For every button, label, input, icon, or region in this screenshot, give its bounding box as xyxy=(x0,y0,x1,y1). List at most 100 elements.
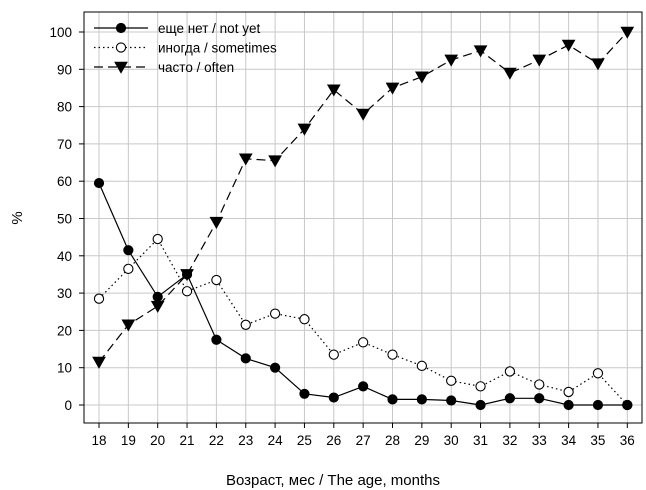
x-tick-label: 28 xyxy=(385,433,400,448)
data-point xyxy=(92,356,106,369)
data-point xyxy=(93,177,105,189)
x-tick-label: 24 xyxy=(268,433,284,448)
data-point xyxy=(504,393,515,404)
x-tick-label: 25 xyxy=(297,433,312,448)
data-point xyxy=(181,286,193,297)
data-point xyxy=(357,337,369,348)
data-point xyxy=(475,381,486,392)
x-tick-label: 36 xyxy=(620,433,635,448)
y-tick-label: 60 xyxy=(57,174,72,189)
y-tick-label: 40 xyxy=(57,249,72,264)
data-point xyxy=(181,269,193,280)
data-point xyxy=(152,291,163,302)
x-tick-label: 20 xyxy=(150,433,165,448)
data-point xyxy=(473,45,488,58)
legend-label: часто / often xyxy=(158,60,234,75)
legend-label: еще нет / not yet xyxy=(158,21,260,36)
data-point xyxy=(123,263,134,275)
data-point xyxy=(240,353,251,364)
data-point xyxy=(592,368,604,379)
data-point xyxy=(356,108,371,121)
data-point xyxy=(563,386,574,398)
data-point xyxy=(121,319,136,332)
y-tick-label: 80 xyxy=(57,100,72,115)
legend-item: иногда / sometimes xyxy=(94,41,277,56)
data-point xyxy=(299,314,310,325)
data-point xyxy=(209,216,224,229)
x-tick-label: 33 xyxy=(532,433,547,448)
data-point xyxy=(238,153,253,166)
y-tick-label: 70 xyxy=(57,137,72,152)
data-point xyxy=(269,308,281,319)
data-point xyxy=(534,393,545,404)
x-tick-label: 34 xyxy=(561,433,577,448)
grid xyxy=(84,12,642,423)
data-point xyxy=(358,381,369,392)
data-point xyxy=(446,395,457,406)
data-point xyxy=(211,274,222,286)
y-axis: 0 10 20 30 40 50 60 70 80 90 100 xyxy=(49,25,84,413)
x-axis: 18 19 20 21 22 23 24 25 26 27 28 29 30 31 32 33 34 35 36 xyxy=(91,423,635,448)
data-point xyxy=(592,399,604,411)
series xyxy=(93,233,633,411)
y-axis-label: % xyxy=(9,211,26,224)
x-tick-label: 30 xyxy=(444,433,459,448)
data-point xyxy=(152,233,163,245)
data-point xyxy=(387,349,398,360)
y-tick-label: 20 xyxy=(57,323,72,338)
data-point xyxy=(414,71,429,84)
data-point xyxy=(561,39,576,52)
y-tick-label: 50 xyxy=(57,212,72,227)
data-point xyxy=(622,399,633,411)
data-point xyxy=(503,67,517,80)
x-tick-label: 19 xyxy=(121,433,136,448)
data-point xyxy=(385,82,400,95)
data-point xyxy=(475,399,486,411)
x-tick-label: 23 xyxy=(238,433,253,448)
data-point xyxy=(563,399,574,411)
data-point xyxy=(328,392,339,403)
series xyxy=(93,177,633,411)
legend-marker xyxy=(115,22,127,34)
x-tick-label: 35 xyxy=(590,433,605,448)
y-tick-label: 10 xyxy=(57,361,72,376)
legend-marker xyxy=(114,61,128,74)
data-point xyxy=(297,123,312,136)
data-point xyxy=(416,394,427,405)
series-layer xyxy=(92,26,635,411)
data-point xyxy=(211,334,222,345)
data-point xyxy=(444,54,459,67)
y-tick-label: 100 xyxy=(49,25,72,40)
x-tick-label: 22 xyxy=(209,433,224,448)
x-tick-label: 27 xyxy=(356,433,371,448)
y-tick-label: 30 xyxy=(57,286,72,301)
legend-item: еще нет / not yet xyxy=(94,21,260,36)
data-point xyxy=(270,362,281,373)
y-tick-label: 0 xyxy=(64,398,72,413)
data-point xyxy=(268,155,282,168)
legend-marker xyxy=(115,42,127,53)
data-point xyxy=(150,300,165,313)
data-point xyxy=(326,84,341,97)
legend-item: часто / often xyxy=(94,60,234,75)
data-point xyxy=(591,58,605,71)
x-tick-label: 32 xyxy=(502,433,517,448)
legend-label: иногда / sometimes xyxy=(158,41,277,56)
data-point xyxy=(534,379,545,390)
data-point xyxy=(328,349,339,360)
data-point xyxy=(299,388,310,399)
data-point xyxy=(620,26,635,39)
x-tick-label: 29 xyxy=(414,433,429,448)
data-point xyxy=(240,319,251,330)
data-point xyxy=(93,293,105,304)
data-point xyxy=(123,245,134,256)
data-point xyxy=(532,54,547,67)
x-axis-label: Возраст, мес / The age, months xyxy=(226,472,440,489)
x-tick-label: 18 xyxy=(91,433,106,448)
y-tick-label: 90 xyxy=(57,62,72,77)
legend: еще нет / not yet иногда / sometimes часто… xyxy=(94,21,277,75)
x-tick-label: 21 xyxy=(180,433,195,448)
data-point xyxy=(504,366,516,377)
x-tick-label: 31 xyxy=(473,433,488,448)
